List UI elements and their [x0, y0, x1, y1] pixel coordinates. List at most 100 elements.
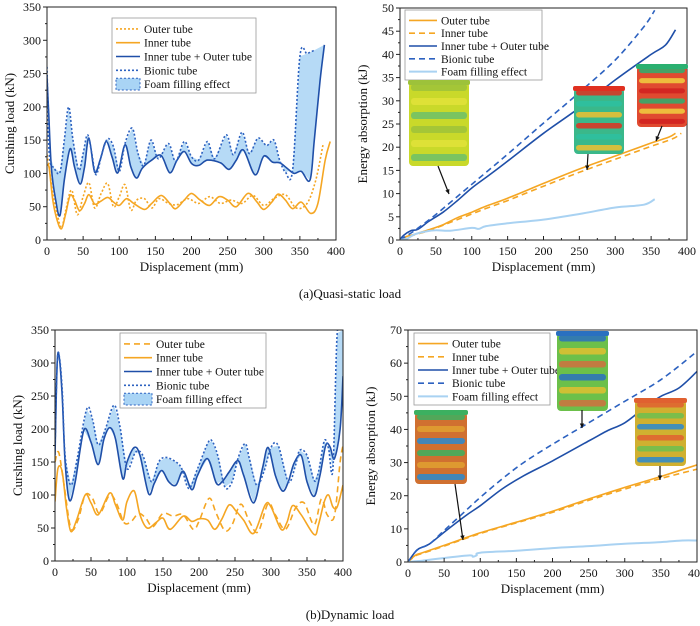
y-tick-label: 50 — [382, 1, 394, 15]
y-tick-label: 30 — [382, 94, 394, 108]
arrow-pointer — [437, 165, 450, 195]
plot-area — [400, 9, 682, 240]
y-tick-label: 250 — [31, 389, 49, 403]
x-tick-label: 400 — [334, 565, 352, 579]
y-tick-label: 100 — [31, 488, 49, 502]
y-tick-label: 0 — [388, 233, 394, 247]
y-tick-label: 200 — [23, 100, 41, 114]
legend-label: Bionic tube — [144, 65, 197, 77]
x-axis-label: Displacement (mm) — [147, 580, 251, 595]
x-tick-label: 200 — [190, 565, 208, 579]
x-tick-label: 150 — [146, 244, 164, 258]
y-tick-label: 45 — [382, 24, 394, 38]
y-tick-label: 60 — [390, 356, 402, 370]
y-tick-label: 30 — [390, 456, 402, 470]
y-tick-label: 300 — [23, 33, 41, 47]
x-tick-label: 350 — [642, 244, 660, 258]
series-foam-filling-effect-area — [47, 44, 325, 216]
x-tick-label: 350 — [652, 566, 670, 580]
x-tick-label: 50 — [438, 566, 450, 580]
x-tick-label: 250 — [570, 244, 588, 258]
x-tick-label: 150 — [499, 244, 517, 258]
legend-label: Bionic tube — [156, 380, 209, 392]
x-axis-label: Displacement (mm) — [140, 259, 244, 274]
series-bionic-tube — [47, 46, 315, 181]
x-axis-label: Displacement (mm) — [501, 581, 605, 596]
y-tick-label: 350 — [23, 0, 41, 14]
legend-label: Inner tube — [144, 38, 191, 50]
x-tick-label: 300 — [255, 244, 273, 258]
series-inner-tube-outer-tube — [400, 29, 677, 240]
y-tick-label: 250 — [23, 67, 41, 81]
x-tick-label: 250 — [219, 244, 237, 258]
legend-swatch — [123, 392, 153, 406]
x-tick-label: 200 — [183, 244, 201, 258]
legend-label: Outer tube — [452, 339, 501, 351]
series-inner-tube — [400, 132, 682, 240]
legend-label: Foam filling effect — [452, 391, 539, 403]
y-tick-label: 35 — [382, 71, 394, 85]
x-tick-label: 300 — [616, 566, 634, 580]
legend-label: Inner tube + Outer tube — [452, 365, 560, 377]
y-tick-label: 20 — [382, 140, 394, 154]
series-foam-filling-effect — [400, 198, 656, 240]
tube-image-inner-outer — [408, 80, 470, 166]
arrow-pointer — [655, 125, 663, 142]
y-tick-label: 100 — [23, 166, 41, 180]
x-tick-label: 0 — [52, 565, 58, 579]
legend-label: Inner tube — [441, 28, 488, 40]
series-inner-tube-outer-tube — [55, 351, 343, 504]
y-tick-label: 0 — [396, 555, 402, 569]
y-tick-label: 5 — [388, 210, 394, 224]
legend-swatch — [115, 77, 141, 91]
y-axis-label: Energy absorption (kJ) — [355, 65, 370, 184]
series-foam-filling-effect-area — [55, 330, 343, 503]
arrow-pointer — [454, 483, 465, 541]
arrow-pointer — [579, 410, 585, 428]
chart-a-load: 0 50 100 150 200 250 300 350 400 0 50 100 150 200 250 3… — [2, 0, 345, 274]
x-tick-label: 0 — [44, 244, 50, 258]
x-tick-label: 400 — [327, 244, 345, 258]
caption-quasi-static: (a)Quasi-static load — [298, 286, 402, 301]
x-tick-label: 50 — [430, 244, 442, 258]
legend-label: Foam filling effect — [156, 394, 243, 406]
series-inner-tube — [408, 468, 697, 562]
legend-label: Foam filling effect — [144, 79, 231, 91]
series-outer-tube — [55, 445, 343, 534]
x-tick-label: 50 — [77, 244, 89, 258]
legend-label: Inner tube + Outer tube — [144, 52, 252, 64]
legend-label: Inner tube — [156, 353, 203, 365]
y-tick-label: 150 — [31, 455, 49, 469]
y-tick-label: 300 — [31, 356, 49, 370]
x-axis-label: Displacement (mm) — [492, 259, 596, 274]
legend-label: Inner tube — [452, 352, 499, 364]
y-axis-label: Energy absorption (kJ) — [363, 387, 378, 506]
y-tick-label: 10 — [390, 522, 402, 536]
legend-label: Outer tube — [441, 15, 490, 27]
x-tick-label: 200 — [535, 244, 553, 258]
x-tick-label: 100 — [463, 244, 481, 258]
x-tick-label: 250 — [226, 565, 244, 579]
x-tick-label: 0 — [405, 566, 411, 580]
series-outer-tube — [47, 144, 324, 229]
y-tick-label: 10 — [382, 187, 394, 201]
tube-image-dyn-outer — [556, 331, 609, 411]
plot-area — [47, 44, 331, 230]
series-inner-tube — [47, 141, 331, 230]
y-axis-label: Curshing load (kN) — [10, 395, 25, 496]
tube-image-dyn-bionic — [634, 398, 687, 466]
x-tick-label: 350 — [291, 244, 309, 258]
tube-image-outer — [573, 86, 625, 154]
series-bionic-tube — [408, 350, 697, 562]
y-tick-label: 50 — [390, 389, 402, 403]
legend-box — [404, 9, 543, 81]
x-tick-label: 200 — [544, 566, 562, 580]
y-tick-label: 200 — [31, 422, 49, 436]
y-tick-label: 25 — [382, 117, 394, 131]
arrow-pointer — [657, 466, 663, 480]
y-tick-label: 40 — [382, 47, 394, 61]
legend-label: Outer tube — [144, 24, 193, 36]
